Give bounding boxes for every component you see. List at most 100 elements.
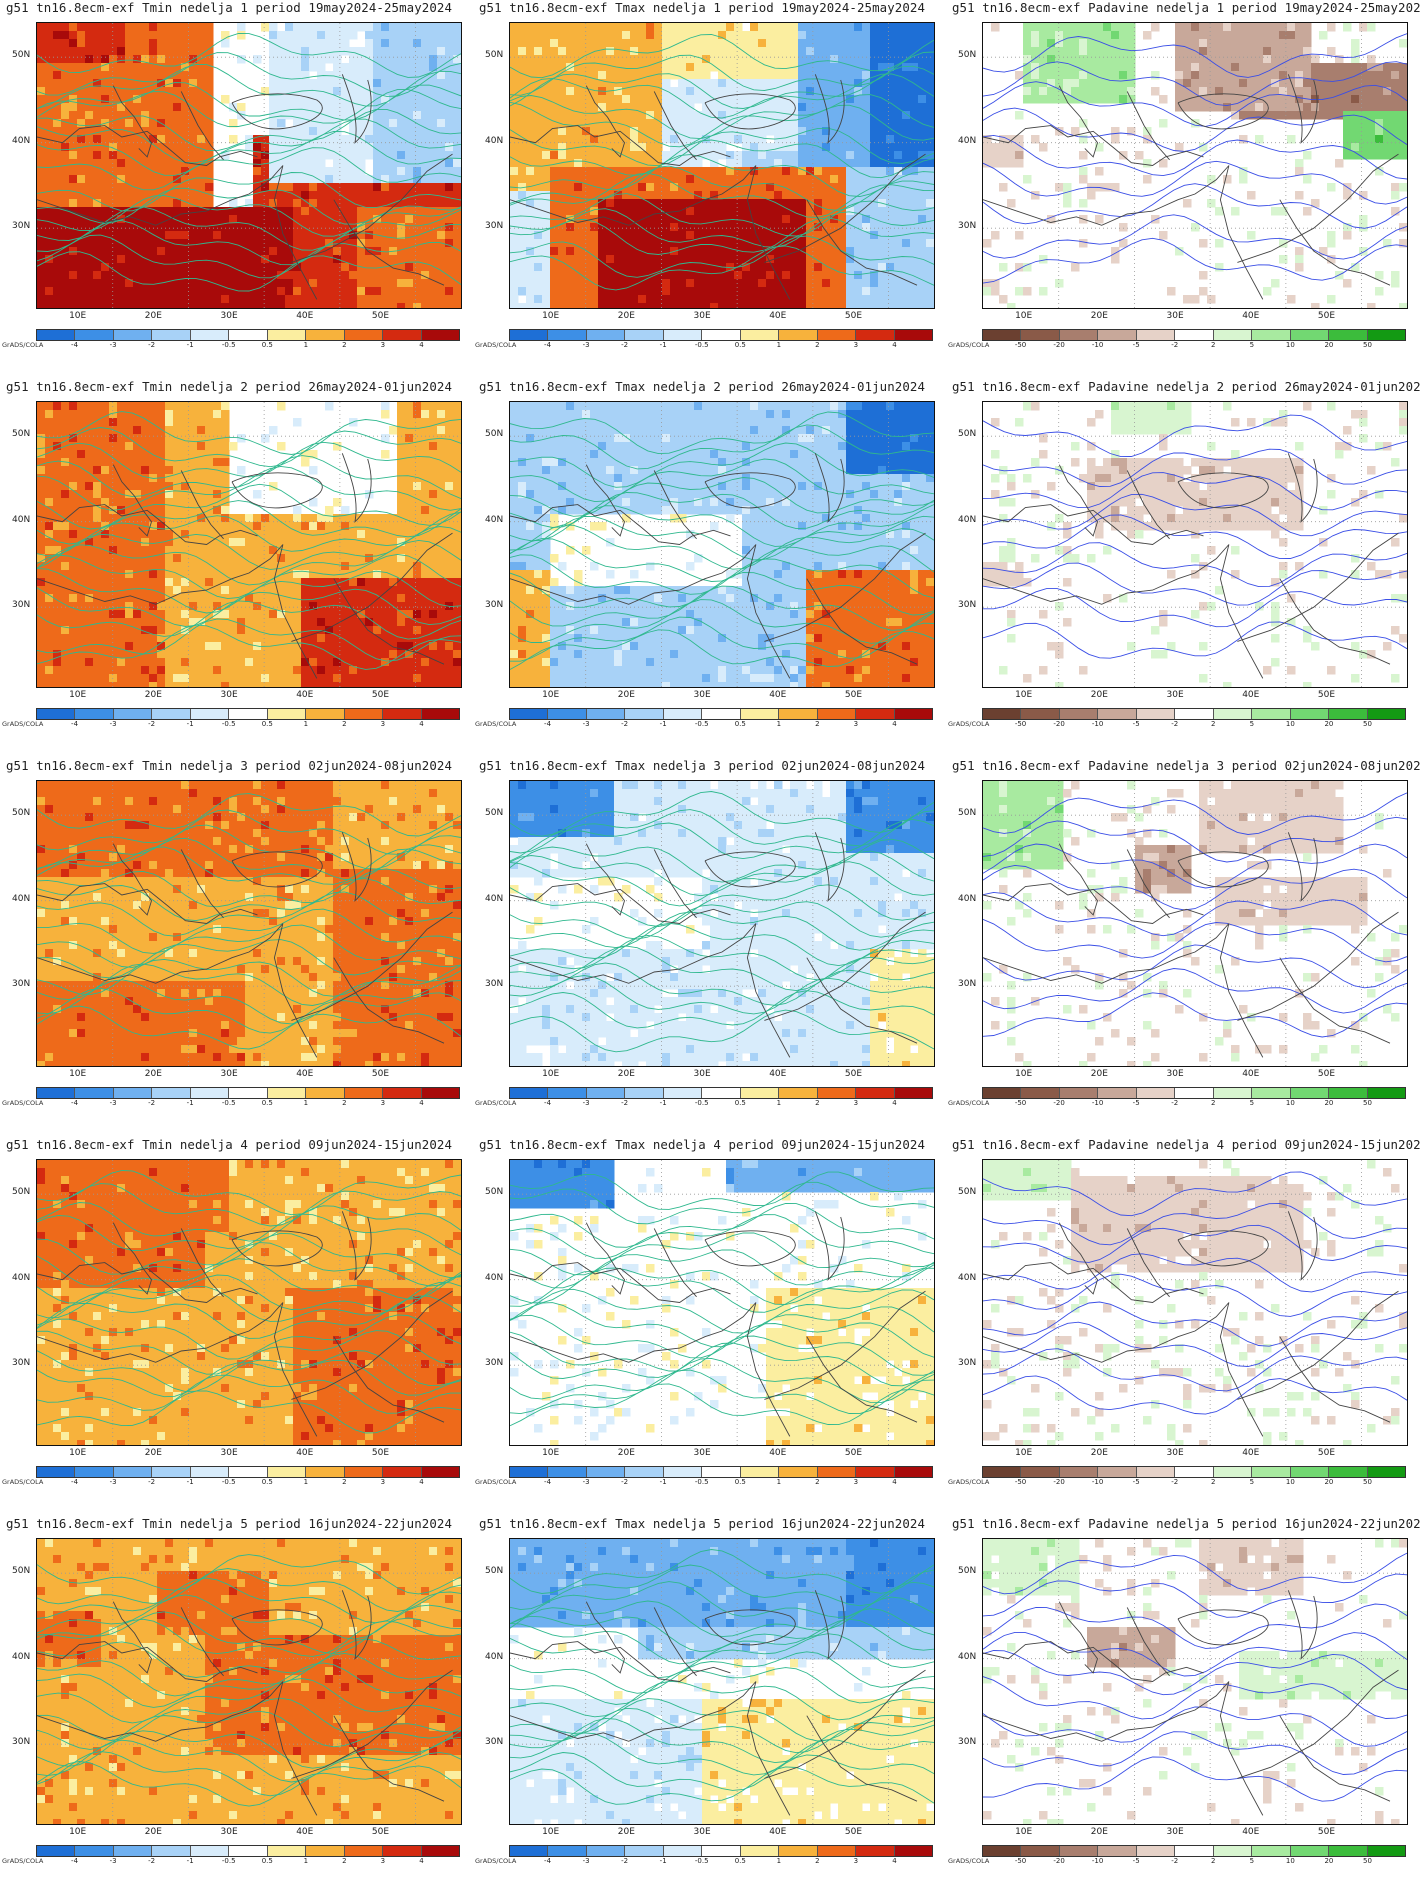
colorbar-tick-label: 0.5 [735, 1478, 746, 1486]
panel-title: g51 tn16.8ecm-exf Padavine nedelja 5 per… [952, 1516, 1420, 1531]
colorbar-tick-label: 1 [777, 1478, 781, 1486]
colorbar-swatch [229, 709, 268, 719]
colorbar-tick-label: 3 [381, 1099, 385, 1107]
colorbar-swatch [152, 330, 191, 340]
colorbar-tick-label: 5 [1250, 341, 1254, 349]
colorbar-swatch [983, 1846, 1022, 1856]
forecast-map [36, 1538, 462, 1825]
colorbar-tick-label: -3 [110, 1857, 117, 1865]
colorbar-swatch [267, 330, 307, 340]
x-tick-label: 40E [769, 690, 786, 700]
x-tick-label: 20E [145, 1827, 162, 1837]
x-tick-label: 20E [1091, 311, 1108, 321]
colorbar-swatch [1213, 1088, 1253, 1098]
colorbar-tick-label: 1 [777, 1099, 781, 1107]
x-tick-label: 40E [769, 1448, 786, 1458]
colorbar-tick-label: 5 [1250, 720, 1254, 728]
colorbar-swatch [152, 1467, 191, 1477]
colorbar-swatch [75, 1467, 114, 1477]
forecast-map [982, 780, 1408, 1067]
colorbar-tick-label: 2 [815, 1478, 819, 1486]
colorbar-swatch [625, 1088, 664, 1098]
y-tick-label: 30N [485, 979, 503, 989]
colorbar-swatch [1098, 1467, 1137, 1477]
colorbar-swatch [1213, 1467, 1253, 1477]
source-label: GrADS/COLA [948, 1857, 989, 1865]
colorbar-tick-label: -0.5 [222, 1099, 236, 1107]
colorbar-tick-label: 2 [815, 1857, 819, 1865]
colorbar-swatch [779, 709, 818, 719]
colorbar-tick-label: 5 [1250, 1857, 1254, 1865]
colorbar [982, 1087, 1406, 1099]
colorbar-tick-label: -2 [1171, 720, 1178, 728]
colorbar-swatch [663, 1846, 703, 1856]
forecast-map [36, 401, 462, 688]
y-tick-label: 30N [958, 600, 976, 610]
x-tick-label: 30E [220, 1827, 237, 1837]
colorbar-tick-label: 4 [419, 341, 423, 349]
colorbar-swatch [1252, 709, 1291, 719]
colorbar-tick-label: -20 [1053, 720, 1064, 728]
colorbar-tick-label: 4 [892, 1478, 896, 1486]
x-tick-label: 50E [845, 690, 862, 700]
colorbar-swatch [817, 1088, 857, 1098]
y-tick-label: 30N [958, 979, 976, 989]
map-panel-padavine-week-1: g51 tn16.8ecm-exf Padavine nedelja 1 per… [946, 0, 1420, 379]
colorbar-swatch [1290, 1846, 1330, 1856]
colorbar-swatch [1252, 1467, 1291, 1477]
colorbar-swatch [75, 330, 114, 340]
colorbar-tick-label: -0.5 [222, 720, 236, 728]
colorbar-swatch [267, 1088, 307, 1098]
panel-title: g51 tn16.8ecm-exf Tmin nedelja 2 period … [6, 379, 452, 394]
x-tick-label: 30E [1166, 1448, 1183, 1458]
y-tick-label: 30N [12, 1358, 30, 1368]
colorbar-swatch [1367, 1467, 1405, 1477]
forecast-map [982, 1538, 1408, 1825]
colorbar-tick-label: 3 [381, 1478, 385, 1486]
colorbar [509, 1087, 933, 1099]
colorbar-swatch [306, 330, 345, 340]
colorbar-tick-label: -1 [187, 341, 194, 349]
colorbar-tick-label: -3 [110, 1478, 117, 1486]
y-tick-label: 40N [958, 136, 976, 146]
colorbar-tick-label: 3 [381, 720, 385, 728]
map-panel-padavine-week-2: g51 tn16.8ecm-exf Padavine nedelja 2 per… [946, 379, 1420, 758]
colorbar-swatch [383, 330, 422, 340]
colorbar-swatch [548, 1846, 587, 1856]
panel-title: g51 tn16.8ecm-exf Tmax nedelja 4 period … [479, 1137, 925, 1152]
colorbar-tick-label: 20 [1324, 1478, 1333, 1486]
colorbar-tick-label: 3 [854, 720, 858, 728]
colorbar-swatch [1021, 1088, 1060, 1098]
colorbar-swatch [856, 1088, 895, 1098]
x-tick-label: 40E [769, 1069, 786, 1079]
colorbar-tick-label: -5 [1133, 720, 1140, 728]
colorbar-tick-label: -4 [71, 1099, 78, 1107]
colorbar-tick-label: -50 [1015, 1478, 1026, 1486]
map-panel-tmin-week-1: g51 tn16.8ecm-exf Tmin nedelja 1 period … [0, 0, 470, 379]
colorbar-tick-label: 2 [342, 341, 346, 349]
colorbar-swatch [663, 1088, 703, 1098]
map-panel-padavine-week-3: g51 tn16.8ecm-exf Padavine nedelja 3 per… [946, 758, 1420, 1137]
y-tick-label: 50N [958, 1187, 976, 1197]
colorbar-tick-label: 3 [854, 1099, 858, 1107]
colorbar-swatch [548, 709, 587, 719]
colorbar [982, 1845, 1406, 1857]
colorbar-tick-label: 4 [892, 341, 896, 349]
colorbar-tick-label: 1 [777, 1857, 781, 1865]
colorbar-swatch [190, 1088, 230, 1098]
colorbar-tick-label: -2 [148, 341, 155, 349]
y-tick-label: 30N [12, 221, 30, 231]
colorbar-swatch [1059, 709, 1099, 719]
colorbar-swatch [894, 709, 932, 719]
x-tick-label: 40E [769, 311, 786, 321]
map-panel-tmax-week-1: g51 tn16.8ecm-exf Tmax nedelja 1 period … [473, 0, 943, 379]
colorbar-tick-label: -3 [583, 720, 590, 728]
x-tick-label: 40E [769, 1827, 786, 1837]
colorbar-swatch [625, 330, 664, 340]
colorbar-swatch [190, 1846, 230, 1856]
colorbar-swatch [75, 709, 114, 719]
colorbar-tick-label: 2 [342, 1857, 346, 1865]
source-label: GrADS/COLA [2, 341, 43, 349]
map-panel-tmin-week-4: g51 tn16.8ecm-exf Tmin nedelja 4 period … [0, 1137, 470, 1516]
colorbar-tick-label: -0.5 [222, 341, 236, 349]
